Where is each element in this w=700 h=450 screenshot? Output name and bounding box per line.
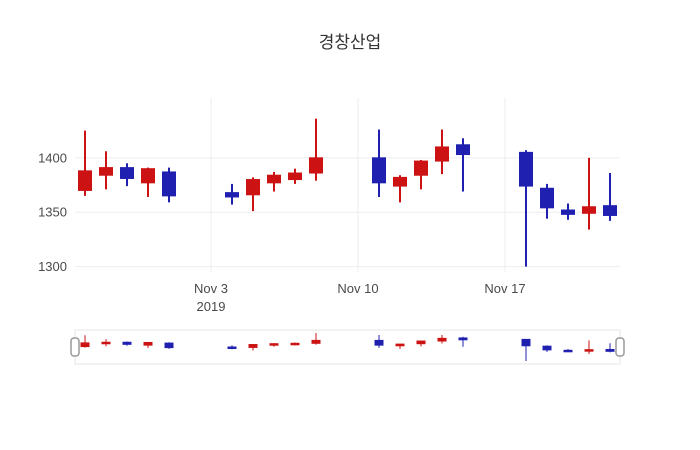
candle-body (311, 339, 321, 344)
candle-body (605, 348, 615, 352)
candle-increasing (269, 343, 279, 347)
range-slider[interactable] (70, 329, 625, 365)
y-tick-label: 1400 (38, 150, 67, 165)
plot-area[interactable] (75, 98, 620, 272)
candle-decreasing (122, 341, 132, 346)
candle-decreasing (225, 183, 239, 205)
candle-body (435, 146, 449, 162)
candle-increasing (309, 118, 323, 181)
candle-body (267, 174, 281, 184)
candle-body (269, 343, 279, 346)
candle-increasing (99, 151, 113, 190)
candle-increasing (246, 177, 260, 212)
candle-increasing (290, 342, 300, 346)
candle-body (374, 339, 384, 346)
x-tick-label: Nov 17 (484, 281, 525, 296)
candle-decreasing (603, 173, 617, 221)
candle-body (143, 341, 153, 346)
candle-increasing (582, 157, 596, 230)
candle-increasing (416, 340, 426, 347)
candle-body (521, 338, 531, 347)
chart-title: 경창산업 (319, 33, 382, 52)
range-slider-right-handle[interactable] (615, 337, 625, 357)
candle-increasing (143, 341, 153, 348)
candle-decreasing (456, 138, 470, 192)
candle-body (122, 341, 132, 345)
candle-body (288, 172, 302, 181)
candle-body (227, 346, 237, 349)
candle-increasing (78, 130, 92, 196)
y-tick-label: 1350 (38, 205, 67, 220)
candles (78, 118, 617, 267)
candle-body (416, 340, 426, 345)
candle-body (542, 345, 552, 351)
candle-increasing (414, 159, 428, 190)
candle-increasing (288, 168, 302, 184)
x-tick-year-label: 2019 (197, 299, 226, 314)
candle-body (290, 342, 300, 346)
candle-increasing (395, 343, 405, 349)
candle-decreasing (458, 336, 468, 347)
candle-increasing (584, 340, 594, 354)
candle-body (395, 343, 405, 347)
candle-increasing (141, 167, 155, 197)
candle-body (582, 206, 596, 214)
candle-body (458, 337, 468, 341)
candle-body (120, 167, 134, 179)
candle-increasing (311, 333, 321, 345)
candle-body (162, 171, 176, 197)
candle-body (519, 151, 533, 187)
candle-increasing (267, 171, 281, 192)
candle-body (372, 157, 386, 184)
candle-decreasing (605, 343, 615, 353)
candle-body (414, 160, 428, 176)
x-tick-label: Nov 10 (337, 281, 378, 296)
candle-body (540, 187, 554, 209)
candle-increasing (248, 344, 258, 351)
candle-decreasing (521, 338, 531, 361)
candle-decreasing (162, 167, 176, 203)
candle-body (563, 349, 573, 353)
range-slider-track[interactable] (74, 329, 621, 365)
candle-decreasing (519, 150, 533, 267)
candle-decreasing (164, 342, 174, 349)
candle-body (437, 337, 447, 342)
candle-body (456, 144, 470, 156)
range-slider-left-handle[interactable] (70, 337, 80, 357)
candle-decreasing (563, 349, 573, 353)
candle-body (101, 341, 111, 345)
candle-decreasing (374, 335, 384, 348)
candle-decreasing (561, 203, 575, 220)
x-tick-label: Nov 3 (194, 281, 228, 296)
candle-body (80, 342, 90, 348)
candle-body (225, 192, 239, 198)
candle-increasing (393, 175, 407, 203)
candle-increasing (437, 335, 447, 344)
candle-body (99, 167, 113, 176)
candle-body (248, 344, 258, 348)
candle-decreasing (542, 345, 552, 352)
candle-body (584, 349, 594, 352)
candle-body (393, 176, 407, 187)
candle-increasing (101, 339, 111, 347)
y-tick-label: 1300 (38, 259, 67, 274)
x-axis-tick-labels: Nov 3 2019 Nov 10 Nov 17 (194, 281, 526, 314)
candle-decreasing (227, 345, 237, 350)
candle-increasing (80, 335, 90, 348)
candle-body (141, 168, 155, 184)
candle-body (246, 179, 260, 196)
candle-decreasing (540, 183, 554, 219)
candle-body (78, 170, 92, 191)
candle-body (603, 205, 617, 216)
y-axis-tick-labels: 1400 1350 1300 (38, 150, 67, 274)
candle-body (164, 342, 174, 349)
candle-body (561, 209, 575, 215)
candle-increasing (435, 129, 449, 175)
candle-body (309, 157, 323, 174)
candle-decreasing (120, 163, 134, 187)
candle-decreasing (372, 129, 386, 197)
